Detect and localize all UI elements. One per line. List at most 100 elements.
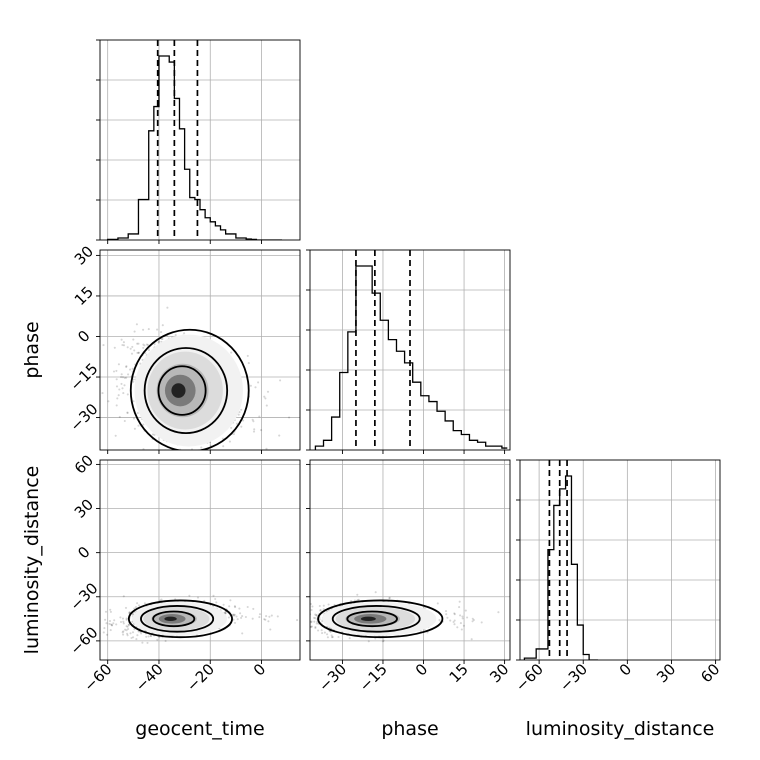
- scatter-point: [330, 636, 334, 639]
- scatter-point: [126, 634, 129, 637]
- scatter-point: [123, 419, 126, 423]
- scatter-point: [231, 613, 234, 616]
- scatter-point: [109, 629, 112, 632]
- scatter-point: [323, 631, 326, 634]
- scatter-point: [125, 617, 128, 620]
- xtick-label: −15: [356, 660, 391, 695]
- panel-luminosity-distance-luminosity-distance: −60 −30 0 30 60: [512, 459, 723, 695]
- scatter-point: [224, 611, 227, 614]
- scatter-point: [115, 385, 119, 388]
- scatter-point: [125, 629, 128, 632]
- scatter-point: [436, 602, 439, 605]
- scatter-point: [117, 363, 120, 366]
- scatter-point: [374, 591, 377, 594]
- scatter-point: [301, 620, 303, 622]
- scatter-point: [307, 632, 309, 634]
- scatter-point: [122, 341, 125, 344]
- scatter-point: [214, 597, 217, 601]
- scatter-point: [137, 424, 140, 427]
- scatter-point: [356, 593, 359, 596]
- scatter-point: [459, 614, 462, 617]
- scatter-point: [127, 373, 130, 376]
- scatter-point: [91, 614, 93, 616]
- scatter-point: [472, 618, 475, 622]
- xtick-label: −40: [132, 660, 167, 695]
- scatter-point: [258, 616, 261, 619]
- scatter-point: [143, 602, 146, 605]
- contour-line-0: [346, 610, 398, 628]
- scatter-point: [127, 627, 130, 631]
- scatter-point: [320, 629, 323, 632]
- scatter-point: [145, 635, 148, 638]
- scatter-point: [156, 328, 159, 331]
- scatter-point: [445, 613, 448, 616]
- scatter-point: [453, 619, 456, 622]
- contour-line-0: [157, 365, 207, 416]
- scatter-point: [132, 380, 135, 383]
- scatter-point: [139, 362, 142, 365]
- scatter-point: [131, 631, 135, 634]
- ytick-label: 30: [71, 495, 97, 521]
- scatter-point: [114, 434, 117, 437]
- scatter-point: [318, 618, 321, 621]
- scatter-point: [149, 635, 152, 638]
- ytick-label: −30: [66, 400, 101, 435]
- scatter-point: [108, 619, 112, 623]
- ytick-label: 0: [74, 327, 93, 346]
- scatter-point: [163, 483, 165, 485]
- ylabel-phase: phase: [21, 321, 43, 378]
- scatter-point: [137, 630, 140, 633]
- scatter-point: [292, 622, 294, 624]
- scatter-point: [232, 618, 235, 621]
- scatter-point: [296, 619, 299, 622]
- scatter-point: [227, 616, 230, 619]
- scatter-point: [125, 376, 128, 379]
- scatter-point: [228, 440, 231, 443]
- scatter-point: [381, 640, 384, 643]
- scatter-point: [124, 628, 127, 631]
- scatter-point: [229, 599, 232, 602]
- panel-geocent-time-geocent-time: [96, 39, 301, 244]
- scatter-point: [147, 328, 150, 331]
- scatter-point: [233, 613, 236, 616]
- scatter-point: [130, 636, 133, 640]
- scatter-point: [242, 419, 245, 422]
- scatter-point: [128, 611, 131, 614]
- scatter-point: [464, 609, 467, 612]
- scatter-point: [497, 611, 500, 614]
- scatter-point: [314, 626, 317, 630]
- scatter-point: [127, 623, 131, 626]
- scatter-point: [315, 614, 318, 617]
- scatter-point: [449, 619, 452, 622]
- scatter-point: [133, 427, 136, 430]
- scatter-point: [252, 607, 255, 610]
- contour-line-1: [140, 605, 215, 633]
- scatter-point: [161, 324, 164, 327]
- scatter-point: [120, 338, 123, 341]
- scatter-point: [480, 621, 483, 624]
- scatter-point: [119, 616, 122, 619]
- scatter-point: [142, 346, 145, 349]
- scatter-point: [132, 417, 136, 420]
- histogram-phase: [314, 265, 508, 450]
- scatter-point: [263, 618, 266, 621]
- scatter-point: [453, 612, 456, 615]
- scatter-point: [310, 621, 313, 624]
- scatter-point: [126, 411, 129, 415]
- scatter-point: [132, 378, 135, 381]
- scatter-point: [266, 390, 270, 393]
- scatter-point: [122, 620, 125, 623]
- scatter-point: [120, 376, 123, 379]
- scatter-point: [279, 379, 282, 382]
- scatter-point: [233, 614, 236, 617]
- scatter-point: [453, 623, 456, 626]
- xlabel-geocent-time: geocent_time: [135, 718, 264, 740]
- scatter-point: [121, 343, 124, 347]
- scatter-point: [312, 393, 314, 395]
- scatter-point: [319, 608, 322, 612]
- scatter-point: [110, 623, 113, 626]
- scatter-point: [126, 632, 129, 635]
- xtick-label: 0: [250, 660, 269, 679]
- xtick-label: 0: [616, 660, 635, 679]
